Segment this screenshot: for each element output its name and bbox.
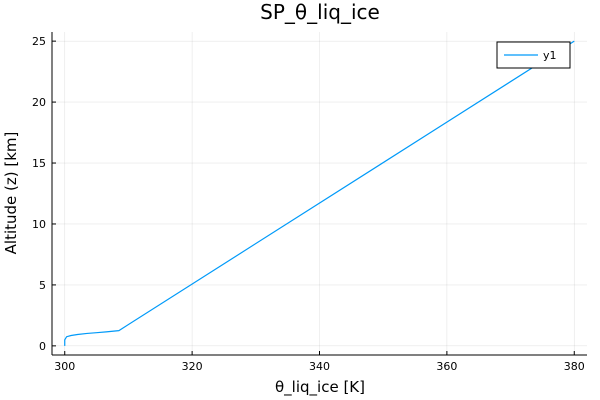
y-tick-label: 20 [32, 96, 46, 109]
series-line-y1 [64, 40, 575, 346]
legend: y1 [496, 41, 571, 69]
series-layer [64, 40, 575, 346]
y-tick-label: 0 [39, 340, 46, 353]
y-tick-label: 5 [39, 279, 46, 292]
grid [52, 32, 587, 355]
y-tick-label: 15 [32, 157, 46, 170]
y-axis-label: Altitude (z) [km] [2, 132, 20, 255]
y-tick-label: 10 [32, 218, 46, 231]
x-tick-label: 380 [564, 360, 585, 373]
x-tick-label: 360 [436, 360, 457, 373]
x-tick-label: 300 [54, 360, 75, 373]
x-axis-label: θ_liq_ice [K] [275, 378, 365, 397]
legend-entry-y1: y1 [543, 49, 557, 62]
y-tick-label: 25 [32, 35, 46, 48]
x-axis-ticks: 300 320 340 360 380 [54, 351, 585, 373]
chart-title: SP_θ_liq_ice [260, 0, 380, 24]
x-tick-label: 320 [182, 360, 203, 373]
y-axis-ticks: 0 5 10 15 20 25 [32, 35, 56, 353]
x-tick-label: 340 [309, 360, 330, 373]
